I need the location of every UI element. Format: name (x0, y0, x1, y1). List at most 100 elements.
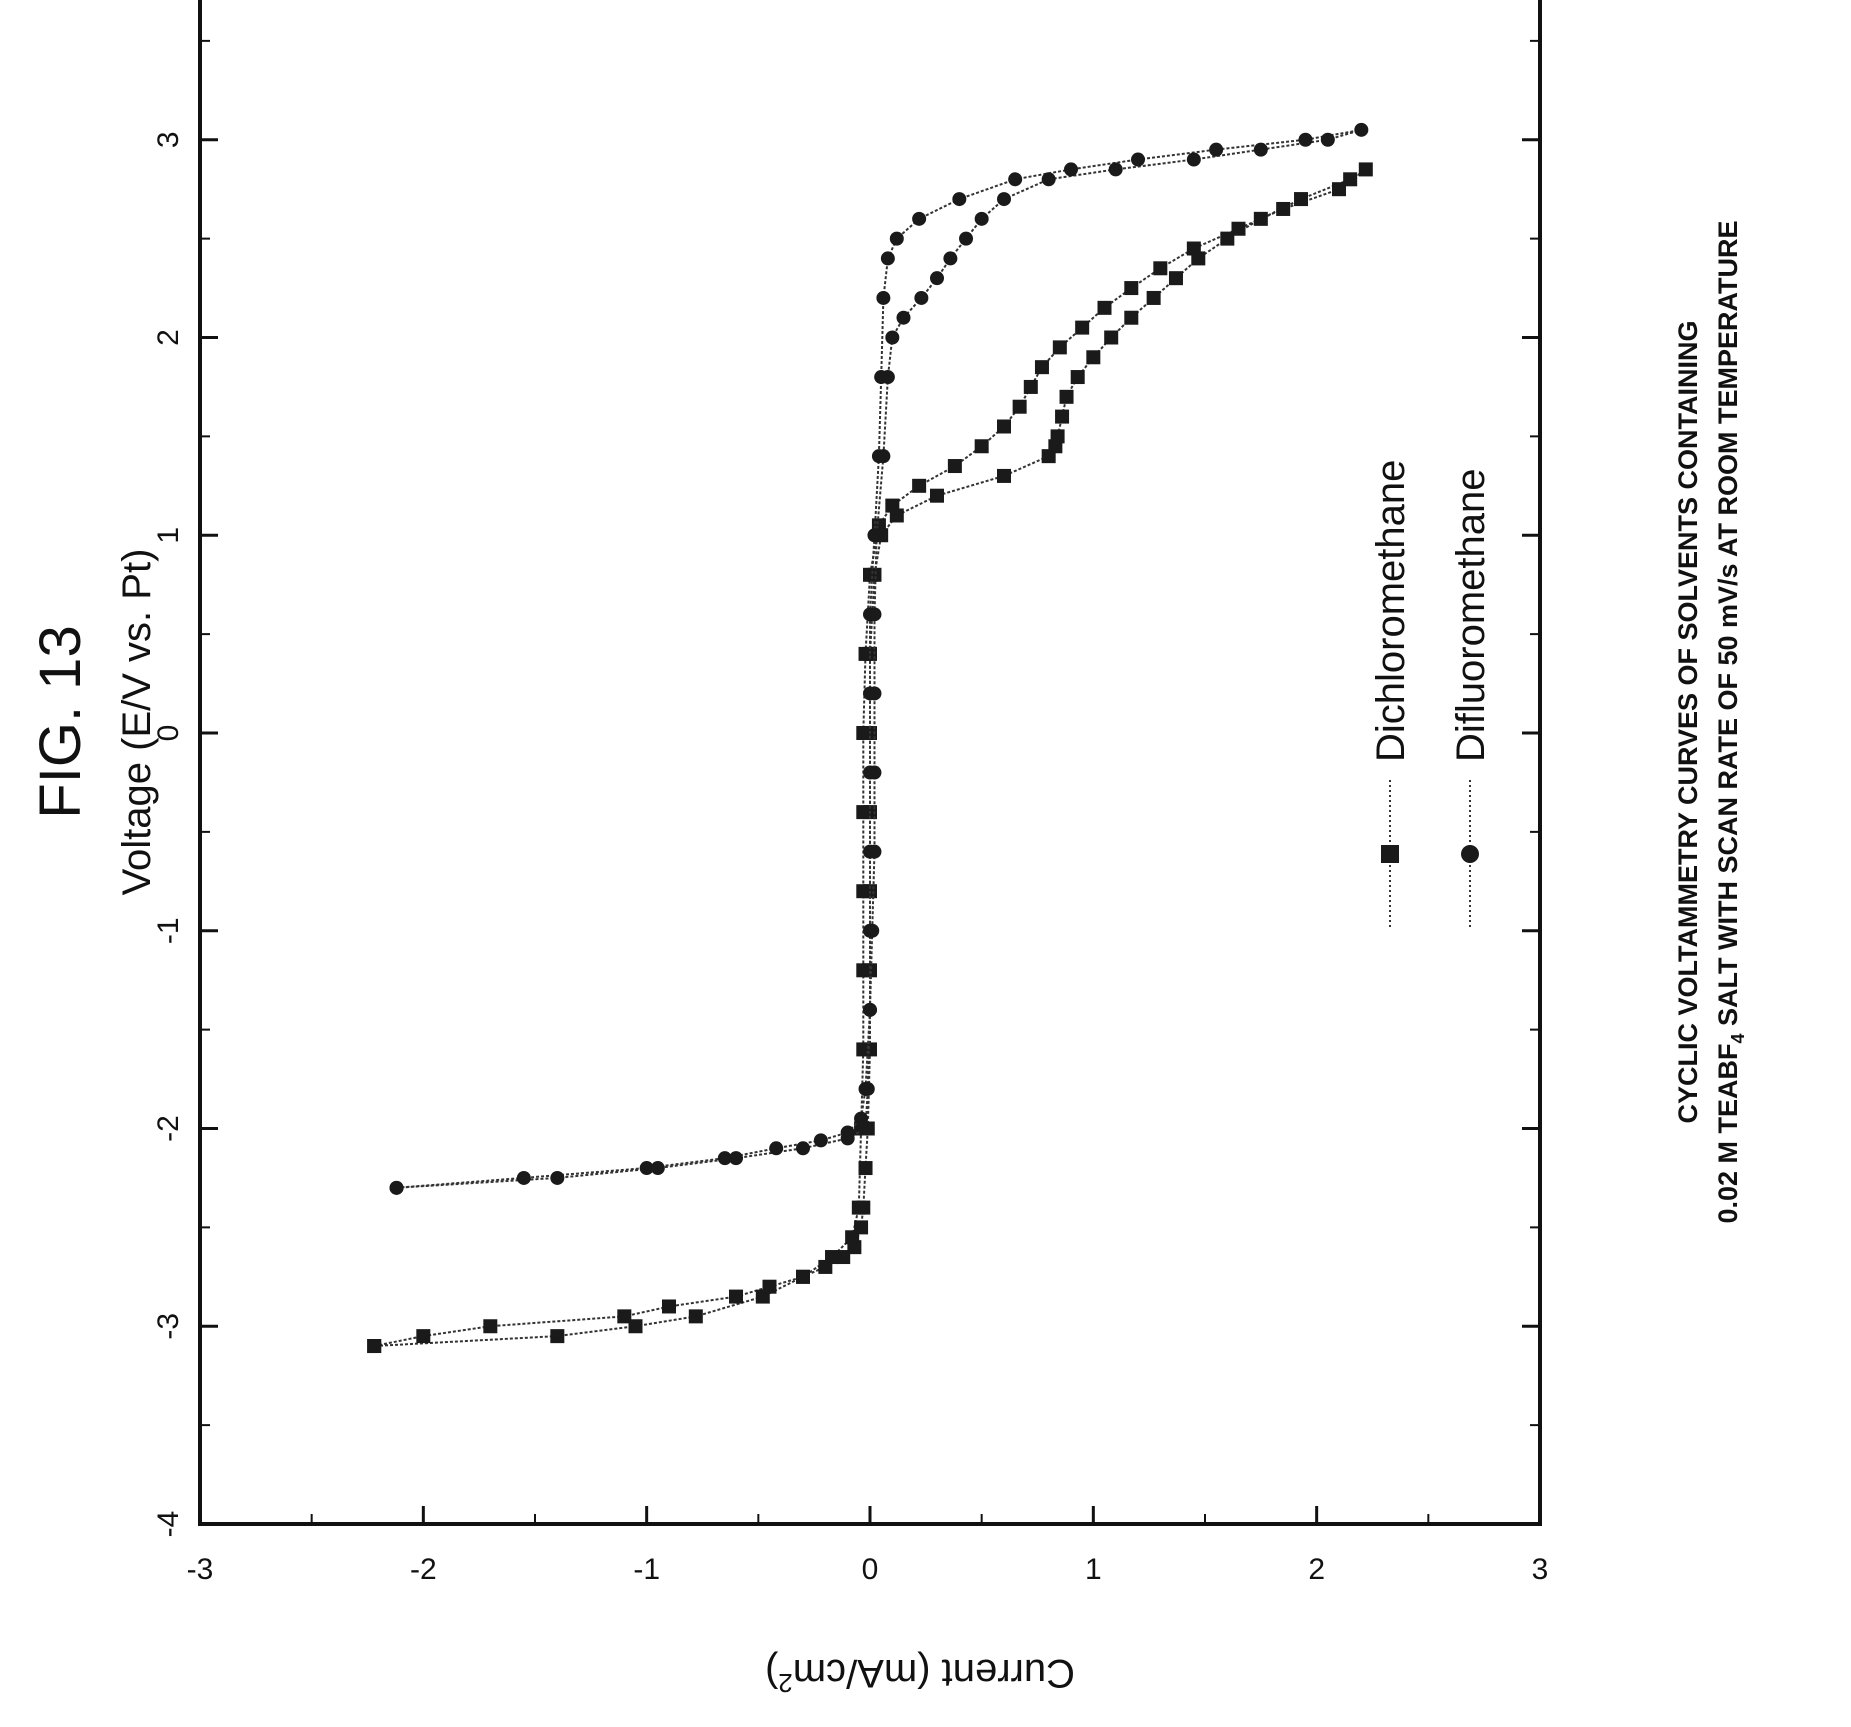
data-point-dichloromethane (825, 1250, 840, 1265)
data-point-dichloromethane (1294, 192, 1309, 207)
legend-label-difluoromethane: Difluoromethane (1449, 469, 1493, 763)
data-point-difluoromethane (889, 231, 904, 246)
data-point-difluoromethane (867, 686, 882, 701)
data-point-difluoromethane (912, 211, 927, 226)
legend-marker-difluoromethane (1461, 845, 1479, 863)
data-point-dichloromethane (1253, 211, 1268, 226)
data-point-dichloromethane (1220, 231, 1235, 246)
data-point-dichloromethane (856, 805, 871, 820)
x-axis: -4-3-2-101234 (152, 39, 1540, 1538)
data-point-dichloromethane (1055, 409, 1070, 424)
data-point-dichloromethane (367, 1339, 382, 1354)
data-point-dichloromethane (997, 468, 1011, 483)
data-point-difluoromethane (943, 251, 958, 266)
data-point-difluoromethane (813, 1133, 828, 1148)
y-axis-label-close: ) (765, 1651, 778, 1695)
data-point-dichloromethane (416, 1329, 431, 1344)
y-tick-label: 0 (862, 1553, 879, 1586)
x-tick-label: -2 (152, 1115, 185, 1142)
data-point-dichloromethane (1124, 281, 1139, 296)
data-point-difluoromethane (1131, 152, 1145, 167)
data-point-difluoromethane (639, 1161, 654, 1176)
y-tick-label: 2 (1308, 1553, 1325, 1586)
data-point-difluoromethane (867, 844, 882, 859)
data-point-dichloromethane (845, 1230, 860, 1245)
data-point-dichloromethane (1186, 241, 1201, 256)
figure-label: FIG. 13 (28, 625, 93, 818)
y-tick-label: -1 (633, 1553, 660, 1586)
data-point-dichloromethane (1075, 320, 1090, 335)
data-point-dichloromethane (628, 1319, 643, 1334)
chart-title-line-2b: SALT WITH SCAN RATE OF 50 mV/s AT ROOM T… (1713, 220, 1743, 1033)
data-point-dichloromethane (617, 1309, 632, 1324)
data-point-dichloromethane (947, 459, 962, 474)
data-point-dichloromethane (1086, 350, 1101, 365)
data-point-difluoromethane (796, 1141, 810, 1156)
data-point-dichloromethane (856, 963, 871, 978)
data-point-dichloromethane (1276, 201, 1291, 216)
data-point-dichloromethane (1034, 360, 1049, 375)
y-axis-label-sup: 2 (778, 1668, 792, 1698)
data-point-dichloromethane (974, 439, 989, 454)
data-point-dichloromethane (688, 1309, 703, 1324)
data-point-difluoromethane (1209, 142, 1224, 157)
data-point-difluoromethane (952, 192, 967, 207)
data-point-dichloromethane (1332, 182, 1346, 197)
data-point-dichloromethane (1050, 429, 1065, 444)
data-point-difluoromethane (865, 923, 880, 938)
data-point-difluoromethane (876, 449, 891, 464)
data-point-difluoromethane (974, 211, 989, 226)
rotated-chart-group: CYCLIC VOLTAMMETRY CURVES OF SOLVENTS CO… (28, 0, 1748, 1586)
data-point-difluoromethane (650, 1161, 665, 1176)
data-point-dichloromethane (483, 1319, 498, 1334)
chart-title-subscript: 4 (1728, 1033, 1748, 1043)
x-tick-label: 1 (152, 527, 185, 544)
data-point-difluoromethane (997, 192, 1011, 207)
data-point-dichloromethane (550, 1329, 565, 1344)
data-point-dichloromethane (1153, 261, 1168, 276)
x-tick-label: -1 (152, 917, 185, 944)
data-point-difluoromethane (867, 607, 882, 622)
data-point-difluoromethane (1008, 172, 1023, 187)
chart-title-line-2: 0.02 M TEABF4 SALT WITH SCAN RATE OF 50 … (1713, 220, 1748, 1223)
data-point-dichloromethane (851, 1200, 866, 1215)
data-point-dichloromethane (858, 646, 873, 661)
data-point-dichloromethane (1070, 370, 1085, 385)
chart-title-line-1: CYCLIC VOLTAMMETRY CURVES OF SOLVENTS CO… (1673, 320, 1703, 1123)
y-axis: 3 2 1 0 -1 -2 -3 (187, 1506, 1548, 1586)
data-point-difluoromethane (717, 1151, 732, 1166)
y-tick-label: -2 (410, 1553, 437, 1586)
y-tick-label: -3 (187, 1553, 214, 1586)
data-point-dichloromethane (930, 488, 944, 503)
data-point-difluoromethane (729, 1151, 743, 1166)
data-point-difluoromethane (769, 1141, 784, 1156)
legend: Dichloromethane Difluoromethane (1369, 460, 1493, 927)
data-point-difluoromethane (869, 528, 884, 543)
data-point-difluoromethane (1186, 152, 1201, 167)
y-axis-label: Current (mA/cm2) (765, 1651, 1075, 1698)
data-point-difluoromethane (1298, 132, 1313, 147)
data-point-difluoromethane (858, 1121, 873, 1136)
data-point-dichloromethane (1168, 271, 1183, 286)
data-point-difluoromethane (959, 231, 974, 246)
y-axis-label-main: Current (mA/cm (793, 1651, 1075, 1695)
data-point-difluoromethane (550, 1170, 565, 1185)
data-point-difluoromethane (880, 370, 895, 385)
data-point-dichloromethane (796, 1269, 810, 1284)
data-point-dichloromethane (1358, 162, 1373, 177)
series-difluoromethane (389, 122, 1369, 1195)
x-tick-label: 0 (152, 725, 185, 742)
series-layer (367, 122, 1373, 1354)
data-point-difluoromethane (1253, 142, 1268, 157)
data-point-dichloromethane (1097, 300, 1112, 315)
data-point-difluoromethane (876, 290, 891, 305)
x-tick-label: 2 (152, 329, 185, 346)
data-point-dichloromethane (729, 1289, 743, 1304)
x-tick-label: -4 (152, 1511, 185, 1538)
data-point-difluoromethane (1108, 162, 1123, 177)
data-point-difluoromethane (516, 1170, 531, 1185)
y-tick-label: 1 (1085, 1553, 1102, 1586)
chart-title-line-2a: 0.02 M TEABF (1713, 1044, 1743, 1224)
data-point-dichloromethane (912, 478, 927, 493)
